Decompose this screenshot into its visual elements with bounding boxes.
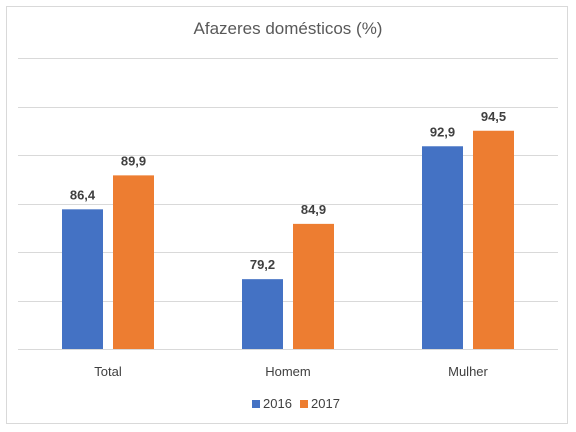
legend-swatch-2016: [252, 400, 260, 408]
data-label-total-2016: 86,4: [70, 187, 96, 202]
legend-swatch-2017: [300, 400, 308, 408]
bar-mulher-2017: [473, 130, 514, 349]
data-label-mulher-2017: 94,5: [481, 109, 506, 124]
legend-label-2016: 2016: [263, 396, 292, 411]
category-label-total: Total: [94, 364, 122, 379]
bar-total-2016: [62, 209, 103, 349]
chart-title: Afazeres domésticos (%): [194, 19, 383, 38]
data-labels: 86,4 89,9 79,2 84,9 92,9 94,5: [70, 109, 506, 272]
bar-homem-2016: [242, 279, 283, 349]
gridlines: [18, 58, 558, 350]
data-label-mulher-2016: 92,9: [430, 124, 455, 139]
legend: 2016 2017: [252, 396, 340, 411]
bars: [62, 130, 514, 349]
bar-mulher-2016: [422, 146, 463, 349]
category-label-homem: Homem: [265, 364, 311, 379]
category-label-mulher: Mulher: [448, 364, 488, 379]
legend-label-2017: 2017: [311, 396, 340, 411]
data-label-homem-2016: 79,2: [250, 257, 275, 272]
data-label-total-2017: 89,9: [121, 153, 146, 168]
data-label-homem-2017: 84,9: [301, 202, 326, 217]
bar-total-2017: [113, 175, 154, 349]
bar-homem-2017: [293, 223, 334, 349]
category-labels: Total Homem Mulher: [94, 364, 488, 379]
